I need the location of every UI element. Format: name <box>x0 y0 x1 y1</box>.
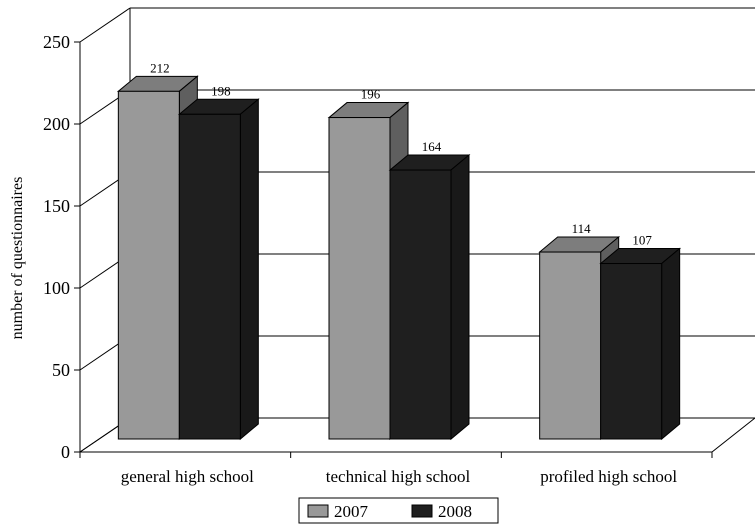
y-tick-label: 0 <box>61 442 70 462</box>
x-tick-label: technical high school <box>326 467 471 486</box>
legend: 2007 2008 <box>299 498 498 523</box>
data-label: 198 <box>211 83 231 98</box>
data-label: 107 <box>632 233 652 248</box>
legend-label: 2008 <box>438 502 472 521</box>
data-label: 114 <box>572 221 592 236</box>
bar <box>118 91 179 439</box>
data-label: 212 <box>150 60 170 75</box>
data-label: 164 <box>422 139 442 154</box>
bars <box>118 76 679 439</box>
legend-swatch <box>308 505 328 517</box>
bar-side <box>240 99 258 439</box>
y-tick-label: 200 <box>43 114 70 134</box>
y-tick-label: 100 <box>43 278 70 298</box>
bar <box>179 114 240 439</box>
bar <box>390 170 451 439</box>
gridline-side <box>80 8 130 42</box>
y-tick-label: 250 <box>43 32 70 52</box>
x-tick-label: general high school <box>121 467 254 486</box>
bar <box>329 118 390 439</box>
data-label: 196 <box>361 87 381 102</box>
legend-label: 2007 <box>334 502 369 521</box>
bar-side <box>451 155 469 439</box>
bar <box>540 252 601 439</box>
bar <box>601 264 662 439</box>
y-axis-title: number of questionnaires <box>9 177 26 340</box>
legend-swatch <box>412 505 432 517</box>
y-tick-label: 150 <box>43 196 70 216</box>
y-tick-label: 50 <box>52 360 70 380</box>
bar-side <box>662 249 680 439</box>
x-tick-label: profiled high school <box>540 467 677 486</box>
